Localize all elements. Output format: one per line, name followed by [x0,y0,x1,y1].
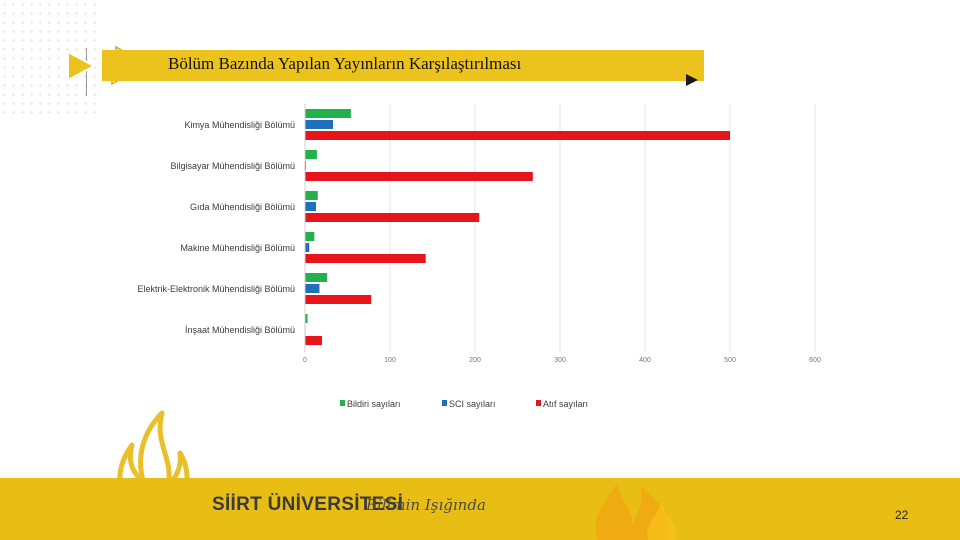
category-label: Elektrik-Elektronik Mühendisliği Bölümü [137,284,295,294]
bar-2-0 [305,131,730,140]
brand-slogan: Bilimin Işığında [366,496,486,514]
page-number: 22 [895,508,909,522]
legend-label: SCI sayıları [449,399,496,409]
category-label: İnşaat Mühendisliği Bölümü [185,325,295,335]
bar-1-3 [305,243,310,252]
bar-2-3 [305,254,426,263]
legend-swatch [442,400,447,406]
category-label: Kimya Mühendisliği Bölümü [184,120,295,130]
bar-2-5 [305,336,322,345]
bar-0-5 [305,314,308,323]
bar-2-2 [305,213,480,222]
brand-name: SİİRT ÜNİVERSİTESİ [212,494,404,515]
slide-title: Bölüm Bazında Yapılan Yayınların Karşıla… [168,54,522,73]
title-bar [102,50,704,81]
bar-2-4 [305,295,372,304]
bar-0-4 [305,273,328,282]
bar-0-0 [305,109,351,118]
x-tick-label: 400 [639,357,651,364]
category-label: Gıda Mühendisliği Bölümü [190,202,295,212]
title-divider-line [86,48,87,96]
category-label: Bilgisayar Mühendisliği Bölümü [170,161,295,171]
legend-swatch [536,400,541,406]
triangle-arrow-icon [686,74,698,86]
bar-2-1 [305,172,533,181]
x-tick-label: 600 [809,357,821,364]
bar-1-2 [305,202,317,211]
footer-band [0,478,960,540]
x-tick-label: 500 [724,357,736,364]
x-tick-label: 200 [469,357,481,364]
x-tick-label: 0 [303,357,307,364]
legend-swatch [340,400,345,406]
bar-1-0 [305,120,334,129]
bar-chart: 0 100 200 300 400 500 600 Kimya Mühendisliği Bö… [137,104,821,409]
bar-0-3 [305,232,315,241]
bar-1-4 [305,284,320,293]
x-tick-label: 100 [384,357,396,364]
x-tick-label: 300 [554,357,566,364]
legend-label: Atıf sayıları [543,399,588,409]
legend-label: Bildiri sayıları [347,399,401,409]
bar-0-2 [305,191,318,200]
category-label: Makine Mühendisliği Bölümü [180,243,295,253]
flame-watermark-icon [595,482,677,540]
bar-0-1 [305,150,317,159]
